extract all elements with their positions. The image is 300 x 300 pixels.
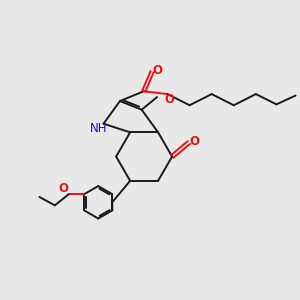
Text: O: O <box>164 94 174 106</box>
Text: O: O <box>152 64 162 77</box>
Text: O: O <box>58 182 68 195</box>
Text: O: O <box>189 135 199 148</box>
Text: NH: NH <box>89 122 107 136</box>
